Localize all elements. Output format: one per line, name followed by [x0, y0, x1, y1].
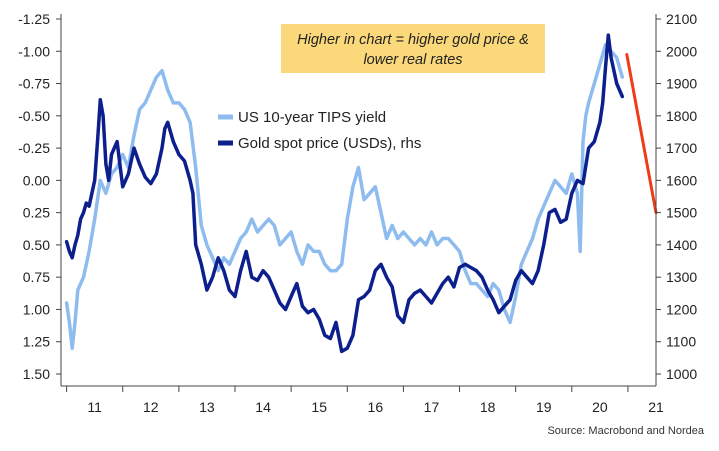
x-axis-ticks: 11 12 13 14 15 16 17 18 19 20 21 [66, 386, 664, 415]
left-axis-ticks: -1.25 -1.00 -0.75 -0.50 -0.25 0.00 0.25 0.50 0.7… [18, 11, 61, 382]
x-tick-label: 15 [311, 399, 327, 415]
x-tick-label: 13 [199, 399, 215, 415]
left-tick-label: 0.50 [23, 237, 50, 253]
annotation-box: Higher in chart = higher gold price & lo… [281, 24, 545, 73]
right-tick-label: 1800 [666, 108, 697, 124]
axes [60, 14, 657, 387]
legend-label-gold: Gold spot price (USDs), rhs [238, 135, 421, 152]
x-tick-label: 21 [648, 399, 664, 415]
annotation-line-2: lower real rates [363, 52, 462, 68]
series-line-tips-yield [64, 43, 625, 350]
right-tick-label: 1700 [666, 140, 697, 156]
legend-label-tips: US 10-year TIPS yield [238, 109, 386, 126]
left-tick-label: -1.25 [18, 11, 50, 27]
legend: US 10-year TIPS yield Gold spot price (U… [218, 109, 421, 152]
annotation-line-1: Higher in chart = higher gold price & [297, 32, 529, 48]
left-tick-label: 1.00 [23, 301, 50, 317]
x-tick-label: 12 [143, 399, 159, 415]
x-tick-label: 19 [536, 399, 552, 415]
left-tick-label: -1.00 [18, 43, 50, 59]
left-tick-label: 1.50 [23, 366, 50, 382]
source-note: Source: Macrobond and Nordea [547, 425, 704, 437]
left-tick-label: -0.75 [18, 76, 50, 92]
right-tick-label: 1200 [666, 301, 697, 317]
left-tick-label: 1.25 [23, 334, 50, 350]
right-tick-label: 1600 [666, 172, 697, 188]
right-tick-label: 1400 [666, 237, 697, 253]
left-tick-label: 0.00 [23, 172, 50, 188]
right-tick-label: 1500 [666, 205, 697, 221]
right-tick-label: 1900 [666, 76, 697, 92]
right-tick-label: 1100 [666, 334, 696, 350]
left-tick-label: -0.50 [18, 108, 50, 124]
x-tick-label: 18 [480, 399, 496, 415]
x-tick-label: 14 [255, 399, 271, 415]
right-axis-ticks: 1000 1100 1200 1300 1400 1500 1600 1700 1800 1900… [656, 11, 697, 382]
series-layer [64, 33, 658, 354]
series-line-gold-price [64, 33, 625, 354]
x-tick-label: 11 [87, 399, 102, 415]
left-tick-label: -0.25 [18, 140, 50, 156]
right-tick-label: 1000 [666, 366, 697, 382]
x-tick-label: 17 [424, 399, 440, 415]
right-tick-label: 2000 [666, 43, 697, 59]
x-tick-label: 20 [592, 399, 608, 415]
left-tick-label: 0.75 [23, 269, 50, 285]
series-line-projection [625, 53, 658, 215]
left-tick-label: 0.25 [23, 205, 50, 221]
annotation-background [281, 24, 545, 73]
right-tick-label: 2100 [666, 11, 697, 27]
right-tick-label: 1300 [666, 269, 697, 285]
x-tick-label: 16 [368, 399, 384, 415]
